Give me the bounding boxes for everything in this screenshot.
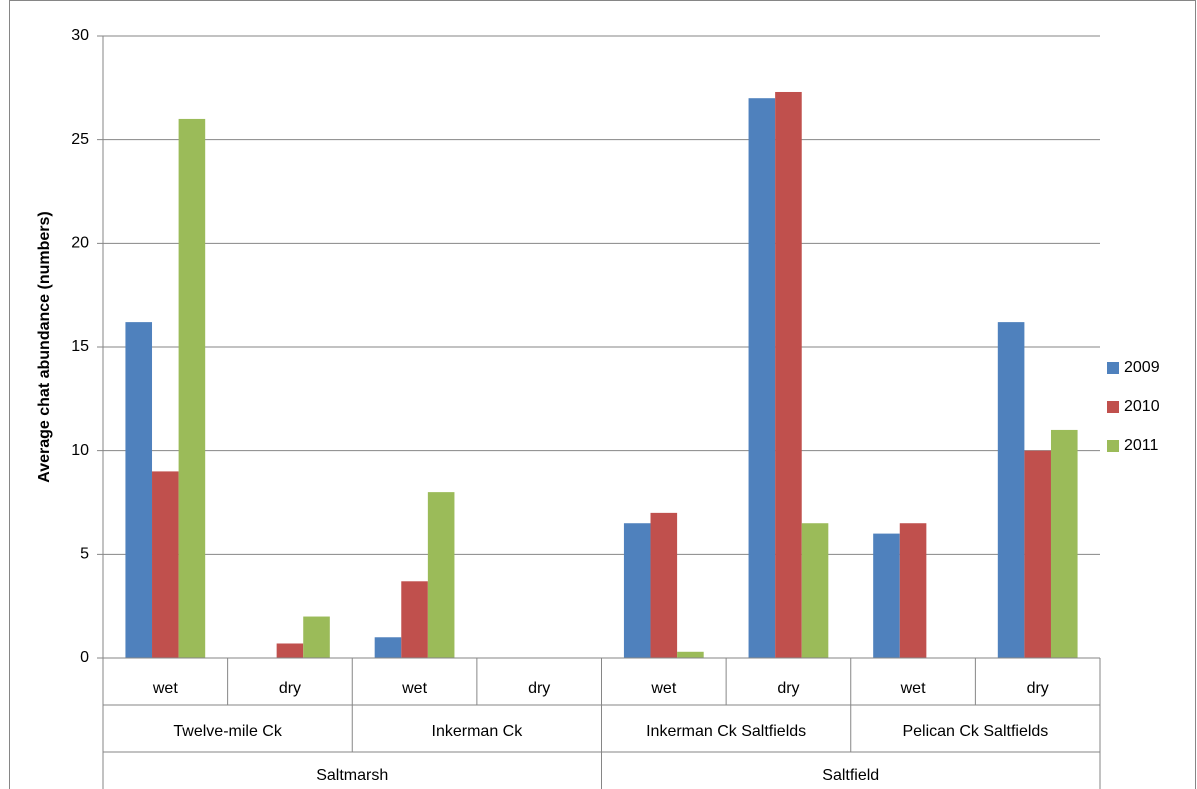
bar (303, 616, 330, 658)
bar (125, 322, 153, 658)
legend-label: 2011 (1124, 437, 1159, 454)
legend-swatch (1107, 401, 1119, 413)
chart-border (9, 0, 1196, 789)
group-label: Inkerman Ck (432, 723, 524, 740)
bar (677, 651, 704, 658)
group-label: Inkerman Ck Saltfields (646, 723, 806, 740)
supergroup-label: Saltfield (822, 767, 879, 784)
bar (623, 523, 651, 658)
x-tick-label: wet (152, 680, 178, 697)
bar (775, 91, 802, 659)
bar (178, 118, 206, 658)
bar (1050, 429, 1078, 658)
y-tick-label: 30 (71, 27, 89, 44)
x-tick-label: wet (900, 680, 926, 697)
bar (374, 637, 402, 658)
bar (427, 492, 455, 658)
bar (1024, 450, 1051, 658)
bar (899, 523, 927, 658)
y-tick-label: 25 (71, 131, 89, 148)
legend-swatch (1107, 440, 1119, 452)
legend-swatch (1107, 362, 1119, 374)
y-tick-label: 15 (71, 338, 89, 355)
group-label: Twelve-mile Ck (173, 723, 282, 740)
bar (401, 581, 428, 658)
x-tick-label: dry (777, 680, 799, 697)
legend-label: 2010 (1124, 398, 1160, 415)
x-tick-label: dry (1027, 680, 1049, 697)
x-tick-label: wet (401, 680, 427, 697)
y-axis-label: Average chat abundance (numbers) (36, 211, 53, 482)
supergroup-label: Saltmarsh (316, 767, 388, 784)
bar (152, 471, 179, 658)
y-tick-label: 20 (71, 235, 89, 252)
x-tick-label: dry (528, 680, 550, 697)
x-tick-label: dry (279, 680, 301, 697)
x-tick-label: wet (650, 680, 676, 697)
bar (873, 533, 900, 658)
y-tick-label: 0 (80, 649, 89, 666)
bar (276, 643, 304, 658)
group-label: Pelican Ck Saltfields (902, 723, 1048, 740)
bar (650, 512, 678, 658)
legend-label: 2009 (1124, 359, 1160, 376)
bar (801, 523, 829, 658)
y-tick-label: 10 (71, 442, 89, 459)
bar (748, 98, 776, 658)
y-tick-label: 5 (80, 546, 89, 563)
bar (997, 322, 1025, 658)
